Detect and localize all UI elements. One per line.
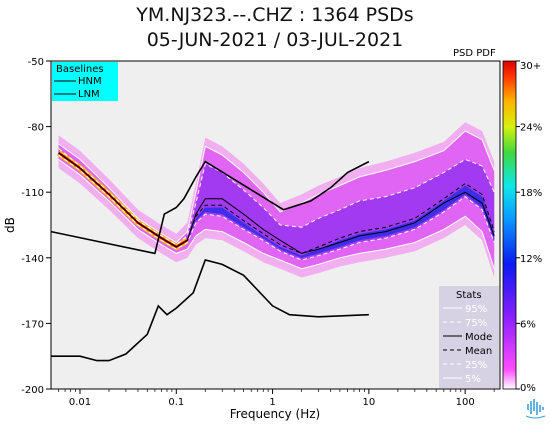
baselines-legend: Baselines HNM LNM [52, 62, 118, 101]
lnm-curve [51, 259, 369, 362]
stats-legend-label: Mean [465, 346, 492, 357]
hnm-curve [51, 160, 370, 255]
y-axis-ticks: -50 -80 -110 -140 -170 -200 [21, 57, 51, 396]
colorbar-title: PSD PDF [453, 48, 496, 59]
colorbar [502, 60, 517, 390]
y-tick-label: -110 [21, 188, 44, 199]
stat-line-mode [58, 152, 495, 254]
stat-line-mean [58, 152, 495, 254]
y-tick-label: -50 [28, 57, 44, 68]
legend-hnm: HNM [78, 76, 102, 87]
y-tick-label: -200 [21, 385, 44, 396]
stats-legend: Stats 95% 75% Mode Mean 25% 5% [439, 286, 499, 388]
colorbar-tick-label: 30+ [520, 61, 541, 72]
stats-legend-label: 95% [465, 304, 487, 315]
stat-line-p5 [58, 158, 495, 270]
colorbar-tick-label: 18% [520, 188, 542, 199]
noise-models [51, 160, 370, 362]
x-tick-label: 0.01 [69, 397, 91, 408]
stats-legend-label: 5% [465, 374, 481, 385]
colorbar-ticks: 30+ 24% 18% 12% 6% 0% [516, 60, 542, 394]
stats-legend-label: 75% [465, 318, 487, 329]
x-tick-label: 10 [363, 397, 376, 408]
y-axis-label: dB [3, 217, 17, 233]
stats-legend-label: 25% [465, 360, 487, 371]
legend-lnm: LNM [78, 89, 100, 100]
x-axis-label: Frequency (Hz) [230, 407, 321, 421]
stat-lines [58, 130, 495, 270]
x-tick-label: 100 [456, 397, 475, 408]
colorbar-tick-label: 12% [520, 254, 542, 265]
x-tick-label: 1 [269, 397, 275, 408]
chart-subtitle: 05-JUN-2021 / 03-JUL-2021 [146, 29, 404, 51]
y-tick-label: -80 [28, 123, 44, 134]
x-tick-label: 0.1 [168, 397, 184, 408]
y-tick-label: -140 [21, 254, 44, 265]
chart-title: YM.NJ323.--.CHZ : 1364 PSDs [136, 4, 414, 26]
ppsd-logo-icon [524, 396, 546, 420]
stat-line-p95 [58, 130, 495, 244]
stat-line-p75 [58, 148, 495, 246]
x-axis-ticks: 0.01 0.1 1 10 100 [58, 389, 495, 408]
colorbar-tick-label: 0% [520, 383, 536, 394]
colorbar-tick-label: 6% [520, 319, 536, 330]
y-tick-label: -170 [21, 319, 44, 330]
colorbar-tick-label: 24% [520, 123, 542, 134]
stats-legend-label: Mode [465, 332, 492, 343]
stats-legend-title: Stats [456, 290, 482, 301]
plot-frame [50, 60, 501, 390]
stat-line-p25 [58, 154, 495, 261]
baselines-legend-title: Baselines [56, 64, 104, 75]
